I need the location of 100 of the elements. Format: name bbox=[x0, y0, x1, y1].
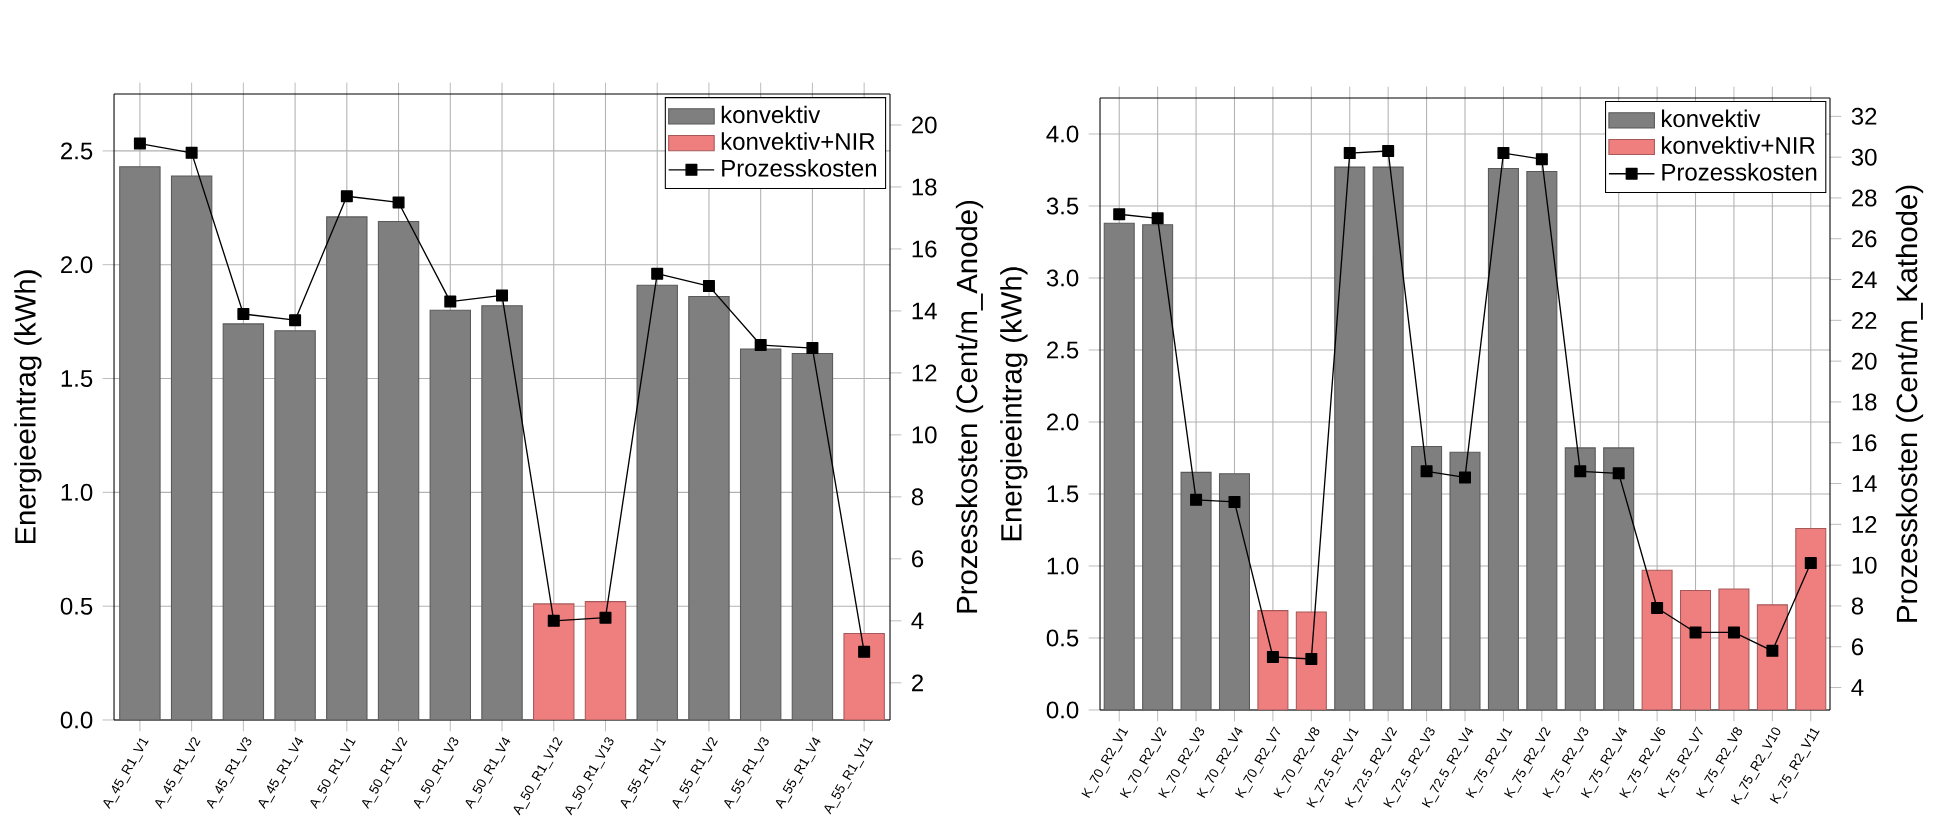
y2-tick-label: 10 bbox=[1852, 556, 1877, 574]
y-tick-label: 3.0 bbox=[1046, 269, 1079, 287]
bar bbox=[1449, 451, 1481, 710]
point bbox=[1766, 644, 1779, 657]
legend-label: Prozesskosten bbox=[722, 159, 877, 177]
point bbox=[599, 611, 612, 624]
point bbox=[1497, 147, 1510, 160]
bar bbox=[1411, 445, 1443, 710]
point bbox=[1727, 626, 1740, 639]
bar bbox=[1295, 611, 1327, 710]
y-tick-label: 2.0 bbox=[61, 256, 93, 274]
y2-tick-label: 14 bbox=[912, 302, 937, 320]
y2-tick-label: 32 bbox=[1851, 107, 1877, 125]
point bbox=[1228, 495, 1241, 508]
legend-label: konvektiv+NIR bbox=[721, 132, 875, 151]
bar bbox=[1680, 589, 1712, 710]
bar bbox=[377, 220, 420, 720]
bar bbox=[1526, 170, 1558, 710]
bar bbox=[481, 305, 523, 720]
bar bbox=[1641, 569, 1673, 710]
y-tick-label: 1.0 bbox=[61, 483, 93, 501]
point bbox=[237, 308, 250, 321]
bar bbox=[1372, 166, 1404, 710]
y2-tick-label: 30 bbox=[1851, 148, 1877, 166]
y2-tick-label: 16 bbox=[912, 240, 937, 258]
point bbox=[1612, 467, 1625, 480]
point bbox=[1574, 465, 1587, 478]
point bbox=[1420, 465, 1433, 478]
bar bbox=[1334, 166, 1366, 710]
y-axis-title: Energieeintrag (kWh) bbox=[14, 270, 42, 544]
y-tick-label: 1.5 bbox=[1047, 485, 1079, 503]
y-tick-label: 2.5 bbox=[1047, 341, 1079, 359]
point bbox=[1190, 493, 1203, 506]
y2-tick-label: 2 bbox=[912, 674, 923, 692]
bar bbox=[739, 348, 782, 720]
y-axis-title: Energieeintrag (kWh) bbox=[1000, 267, 1028, 541]
bar bbox=[222, 323, 265, 720]
point bbox=[289, 314, 302, 327]
bar bbox=[1718, 588, 1750, 710]
bar bbox=[429, 309, 472, 720]
point bbox=[1535, 153, 1548, 166]
y-tick-label: 0.0 bbox=[1046, 701, 1079, 719]
legend-label: Prozesskosten bbox=[1662, 163, 1817, 181]
bar bbox=[636, 284, 678, 720]
point bbox=[133, 137, 146, 150]
point bbox=[702, 280, 715, 293]
point bbox=[858, 645, 871, 658]
y2-tick-label: 8 bbox=[911, 488, 924, 506]
y2-tick-label: 18 bbox=[1852, 393, 1877, 411]
legend-label: konvektiv bbox=[721, 105, 821, 124]
point bbox=[1382, 145, 1395, 158]
y-tick-label: 4.0 bbox=[1046, 125, 1079, 143]
bar bbox=[843, 632, 885, 720]
bar bbox=[1564, 447, 1596, 710]
bar bbox=[1142, 224, 1174, 710]
bar bbox=[1756, 604, 1788, 710]
point bbox=[1151, 212, 1164, 225]
point bbox=[1689, 626, 1702, 639]
bar bbox=[1218, 473, 1250, 710]
y2-tick-label: 26 bbox=[1852, 230, 1877, 248]
point bbox=[651, 267, 664, 280]
point bbox=[1113, 208, 1126, 221]
y2-tick-label: 22 bbox=[1852, 311, 1877, 329]
bar bbox=[274, 330, 316, 720]
bar bbox=[1180, 471, 1212, 710]
bar bbox=[1257, 610, 1289, 710]
point bbox=[444, 295, 457, 308]
point bbox=[1343, 147, 1356, 160]
point bbox=[496, 289, 509, 302]
y2-tick-label: 10 bbox=[912, 426, 937, 444]
bar bbox=[326, 216, 368, 720]
bar bbox=[1603, 447, 1635, 710]
legend-label: konvektiv+NIR bbox=[1662, 136, 1815, 154]
point bbox=[754, 338, 767, 352]
y2-tick-label: 4 bbox=[1851, 679, 1864, 696]
y-tick-label: 0.5 bbox=[60, 597, 93, 615]
y2-tick-label: 20 bbox=[912, 116, 937, 134]
bar bbox=[791, 352, 834, 720]
y2-tick-label: 4 bbox=[911, 612, 924, 630]
y2-tick-label: 12 bbox=[1852, 515, 1877, 533]
y-tick-label: 2.0 bbox=[1047, 413, 1079, 431]
point bbox=[1305, 652, 1318, 665]
point bbox=[1651, 601, 1664, 614]
y2-tick-label: 16 bbox=[1852, 434, 1877, 452]
y2-tick-label: 6 bbox=[1852, 638, 1864, 656]
y2-tick-label: 20 bbox=[1852, 352, 1877, 370]
legend-label: konvektiv bbox=[1662, 109, 1761, 128]
bar bbox=[1487, 168, 1519, 710]
bar bbox=[170, 175, 213, 720]
y2-tick-label: 6 bbox=[912, 550, 924, 568]
y-tick-label: 1.5 bbox=[61, 370, 93, 387]
bar bbox=[1795, 528, 1827, 710]
bar bbox=[533, 603, 575, 720]
point bbox=[392, 196, 405, 209]
y2-tick-label: 12 bbox=[912, 364, 937, 382]
point bbox=[806, 342, 819, 355]
point bbox=[547, 614, 560, 627]
y2-tick-label: 8 bbox=[1851, 597, 1864, 615]
y-tick-label: 0.5 bbox=[1046, 629, 1079, 647]
y2-axis-title: Prozesskosten (Cent/m_Kathode) bbox=[1895, 185, 1924, 622]
